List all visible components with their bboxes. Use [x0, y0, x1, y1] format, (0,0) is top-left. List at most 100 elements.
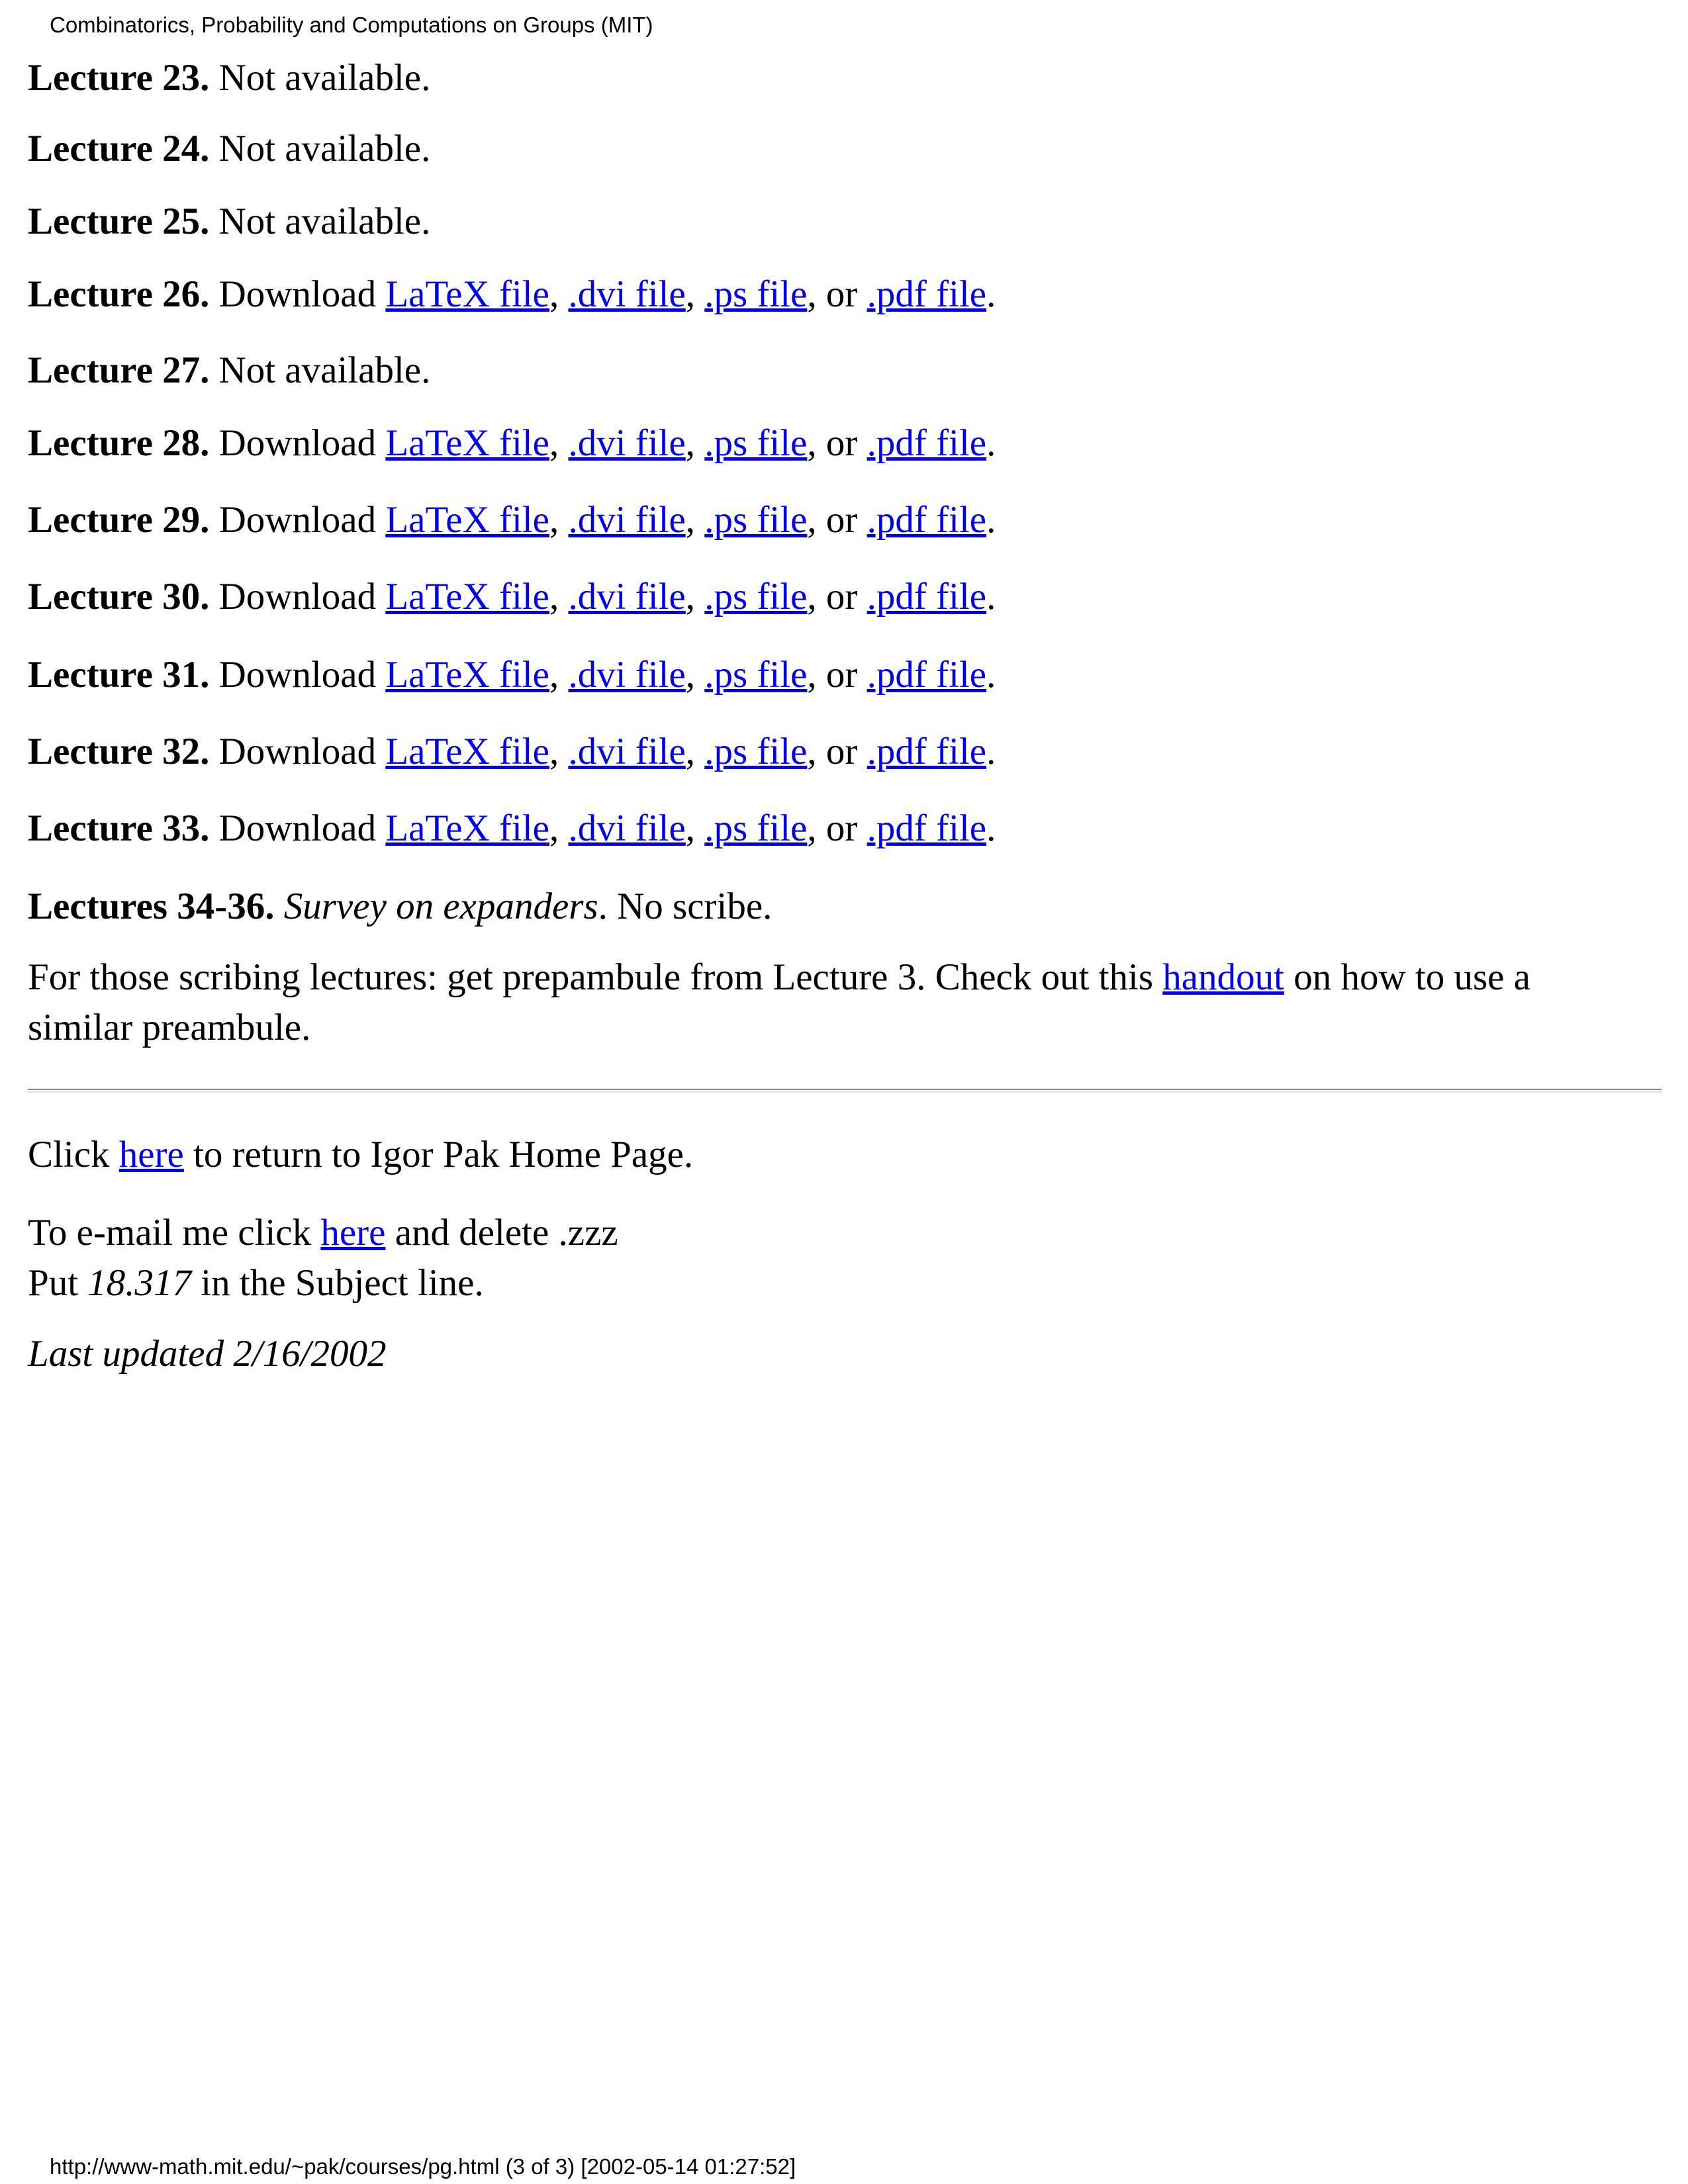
italic-text: Last updated 2/16/2002 — [28, 1333, 387, 1375]
text: . No scribe. — [598, 886, 773, 927]
paragraph: Lecture 27. Not available. — [28, 345, 1643, 396]
text: , — [685, 654, 705, 696]
link[interactable]: .ps file — [704, 807, 808, 849]
link[interactable]: here — [320, 1212, 386, 1253]
paragraph: To e-mail me click here and delete .zzz P… — [28, 1208, 1643, 1308]
link[interactable]: LaTeX file — [385, 576, 549, 617]
bold-text: Lecture 29. — [28, 499, 210, 541]
bold-text: Lectures 34-36. — [28, 886, 275, 927]
text: to return to Igor Pak Home Page. — [183, 1134, 694, 1175]
link[interactable]: .pdf file — [867, 731, 987, 772]
link[interactable]: LaTeX file — [385, 273, 549, 315]
bold-text: Lecture 28. — [28, 422, 210, 464]
link[interactable]: LaTeX file — [385, 499, 549, 541]
text: and delete .zzz — [385, 1212, 618, 1253]
link[interactable]: .dvi file — [568, 807, 686, 849]
text: , or — [807, 807, 867, 849]
text: , or — [807, 499, 867, 541]
paragraph: Lecture 29. Download LaTeX file, .dvi fi… — [28, 495, 1643, 545]
paragraph: Lecture 25. Not available. — [28, 197, 1643, 247]
text: Not available. — [209, 128, 431, 169]
text: , or — [807, 654, 867, 696]
bold-text: Lecture 32. — [28, 731, 210, 772]
link[interactable]: .ps file — [704, 273, 808, 315]
bold-text: Lecture 31. — [28, 654, 210, 696]
paragraph: Lecture 28. Download LaTeX file, .dvi fi… — [28, 418, 1643, 469]
italic-text: Survey on expanders — [283, 886, 598, 927]
text: Download — [209, 731, 386, 772]
paragraph: Lecture 26. Download LaTeX file, .dvi fi… — [28, 269, 1643, 320]
bold-text: Lecture 33. — [28, 807, 210, 849]
text: To e-mail me click — [28, 1212, 321, 1253]
text: Download — [209, 654, 386, 696]
text: Download — [209, 422, 386, 464]
text: . — [986, 499, 996, 541]
text: , — [549, 807, 569, 849]
link[interactable]: .dvi file — [568, 499, 686, 541]
link[interactable]: .pdf file — [867, 273, 987, 315]
link[interactable]: .ps file — [704, 654, 808, 696]
paragraph: Lecture 32. Download LaTeX file, .dvi fi… — [28, 727, 1643, 777]
link[interactable]: .dvi file — [568, 576, 686, 617]
text: , — [685, 807, 705, 849]
link[interactable]: .ps file — [704, 499, 808, 541]
link[interactable]: LaTeX file — [385, 422, 549, 464]
text: , — [549, 654, 569, 696]
link[interactable]: .ps file — [704, 731, 808, 772]
text: , — [549, 273, 569, 315]
link[interactable]: LaTeX file — [385, 654, 549, 696]
text: . — [986, 422, 996, 464]
text: Download — [209, 499, 386, 541]
text: Not available. — [209, 57, 431, 99]
text: , — [685, 499, 705, 541]
text: Download — [209, 576, 386, 617]
text: . — [986, 273, 996, 315]
link[interactable]: .pdf file — [867, 499, 987, 541]
text: , — [549, 576, 569, 617]
text: on how to use a similar preambule. — [28, 956, 1530, 1048]
text: Download — [209, 273, 386, 315]
text: , — [549, 422, 569, 464]
bold-text: Lecture 24. — [28, 128, 210, 169]
text: , or — [807, 273, 867, 315]
text: Not available. — [209, 349, 431, 391]
link[interactable]: .ps file — [704, 422, 808, 464]
paragraph: Lecture 23. Not available. — [28, 53, 1643, 103]
bold-text: Lecture 30. — [28, 576, 210, 617]
bold-text: Lecture 26. — [28, 273, 210, 315]
horizontal-rule — [28, 1089, 1662, 1093]
link[interactable]: .pdf file — [867, 807, 987, 849]
link[interactable]: .dvi file — [568, 422, 686, 464]
text: . — [986, 576, 996, 617]
text: , — [549, 731, 569, 772]
text: , or — [807, 576, 867, 617]
page-footer: http://www-math.mit.edu/~pak/courses/pg.… — [50, 2154, 796, 2179]
text: . — [986, 654, 996, 696]
text: Click — [28, 1134, 119, 1175]
link[interactable]: .dvi file — [568, 654, 686, 696]
link[interactable]: here — [118, 1134, 184, 1175]
link[interactable]: .pdf file — [867, 654, 987, 696]
text: , — [685, 422, 705, 464]
text: in the Subject line. — [191, 1262, 484, 1304]
paragraph: Lecture 33. Download LaTeX file, .dvi fi… — [28, 803, 1643, 854]
italic-text: 18.317 — [87, 1262, 192, 1304]
text: , — [685, 576, 705, 617]
paragraph: For those scribing lectures: get prepamb… — [28, 952, 1643, 1053]
link[interactable]: handout — [1162, 956, 1284, 998]
paragraph: Click here to return to Igor Pak Home Pa… — [28, 1130, 1643, 1180]
paragraph: Lecture 24. Not available. — [28, 124, 1643, 174]
link[interactable]: .dvi file — [568, 273, 686, 315]
text: , or — [807, 422, 867, 464]
text: Put — [28, 1262, 88, 1304]
link[interactable]: LaTeX file — [385, 807, 549, 849]
link[interactable]: .dvi file — [568, 731, 686, 772]
link[interactable]: .ps file — [704, 576, 808, 617]
link[interactable]: LaTeX file — [385, 731, 549, 772]
text: , — [685, 731, 705, 772]
paragraph: Lectures 34-36. Survey on expanders. No … — [28, 882, 1643, 932]
text: For those scribing lectures: get prepamb… — [28, 956, 1163, 998]
link[interactable]: .pdf file — [867, 422, 987, 464]
link[interactable]: .pdf file — [867, 576, 987, 617]
